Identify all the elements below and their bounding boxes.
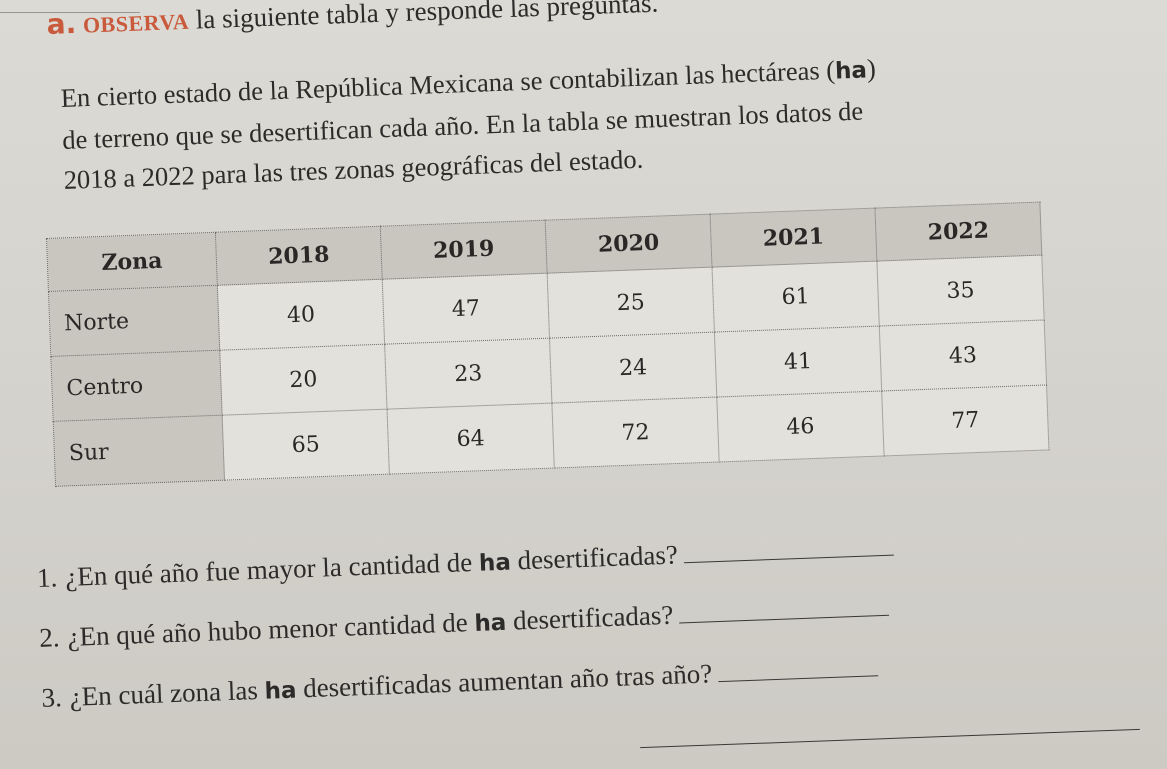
column-header: 2021	[710, 208, 877, 268]
questions-list: 1. ¿En qué año fue mayor la cantidad de h…	[36, 517, 899, 728]
unit-abbrev: ha	[264, 677, 297, 705]
value-cell: 61	[712, 261, 880, 333]
desertification-table: Zona 2018 2019 2020 2021 2022 Norte 40 4…	[46, 202, 1049, 487]
question-text: ¿En qué año hubo menor cantidad de	[66, 607, 469, 652]
unit-abbrev: ha	[478, 549, 512, 577]
value-cell: 77	[881, 384, 1049, 456]
answer-continuation-line[interactable]	[640, 728, 1140, 749]
page-edge	[0, 0, 140, 13]
zone-cell: Centro	[50, 350, 223, 422]
answer-blank[interactable]	[683, 528, 894, 564]
exercise-letter: a.	[46, 6, 77, 41]
intro-paragraph: En cierto estado de la República Mexican…	[60, 40, 1104, 200]
column-header: 2022	[874, 202, 1042, 262]
value-cell: 72	[551, 397, 720, 469]
answer-blank[interactable]	[678, 588, 890, 624]
answer-blank[interactable]	[717, 649, 879, 683]
question-text: ¿En cuál zona las	[69, 674, 259, 712]
observe-word: OBSERVA	[82, 8, 190, 38]
heading-text: la siguiente tabla y responde las pregun…	[195, 0, 659, 35]
question-text: desertificadas?	[516, 539, 679, 576]
question-number: 3.	[40, 682, 63, 713]
question-text: ¿En qué año fue mayor la cantidad de	[64, 547, 473, 592]
value-cell: 65	[222, 409, 390, 481]
question-number: 1.	[36, 562, 58, 593]
value-cell: 24	[549, 332, 717, 404]
exercise-heading: a. OBSERVA la siguiente tabla y responde…	[46, 0, 659, 41]
value-cell: 64	[386, 403, 555, 475]
intro-text-1b: )	[866, 53, 877, 84]
value-cell: 40	[217, 279, 385, 351]
column-header: Zona	[46, 232, 218, 292]
column-header: 2020	[545, 214, 713, 274]
question-text: desertificadas aumentan año tras año?	[302, 658, 713, 704]
question-number: 2.	[38, 622, 61, 653]
value-cell: 35	[876, 255, 1045, 327]
column-header: 2019	[380, 220, 548, 280]
value-cell: 23	[384, 338, 552, 410]
zone-cell: Sur	[53, 415, 225, 487]
value-cell: 43	[879, 319, 1047, 391]
column-header: 2018	[215, 226, 383, 286]
value-cell: 25	[547, 267, 715, 339]
data-table-container: Zona 2018 2019 2020 2021 2022 Norte 40 4…	[46, 202, 1049, 487]
value-cell: 20	[219, 344, 387, 416]
value-cell: 47	[382, 273, 550, 345]
zone-cell: Norte	[48, 285, 220, 357]
question-text: desertificadas?	[512, 599, 674, 636]
unit-abbrev: ha	[473, 609, 507, 637]
value-cell: 41	[714, 326, 882, 398]
unit-abbrev: ha	[834, 57, 868, 85]
value-cell: 46	[716, 390, 885, 462]
